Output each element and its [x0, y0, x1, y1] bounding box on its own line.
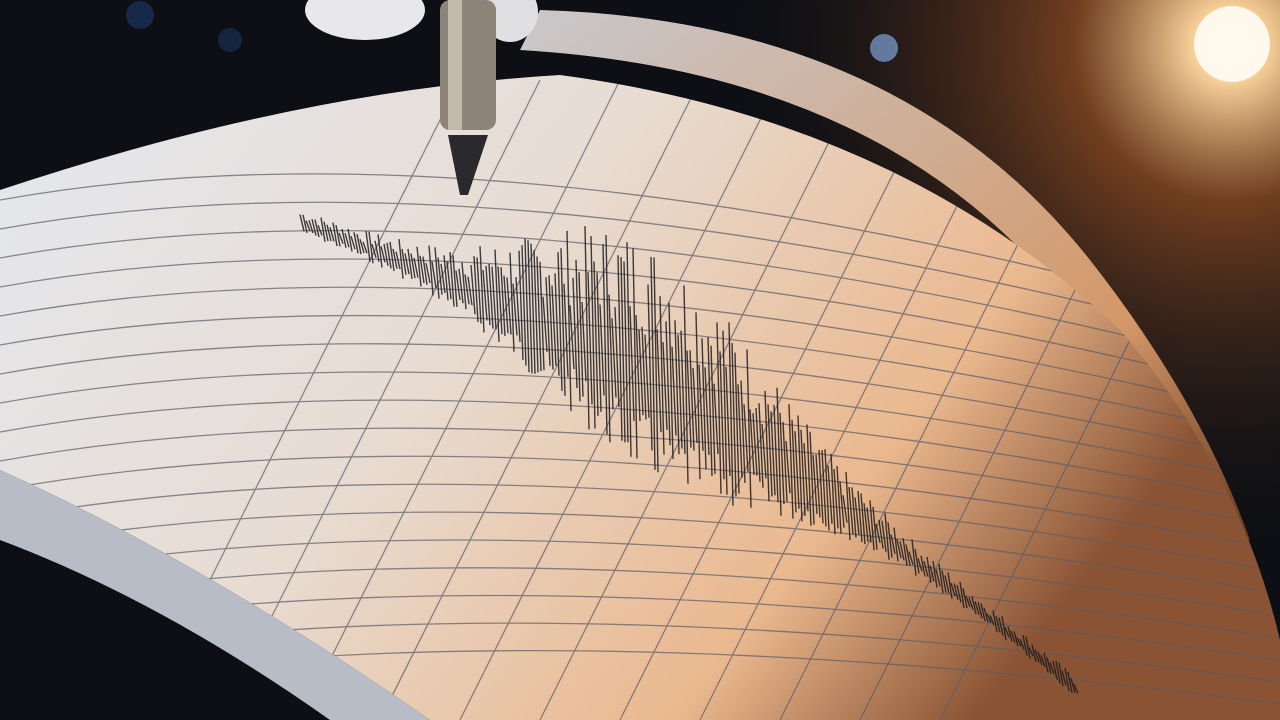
- grid-line: [0, 258, 1280, 397]
- chart-paper: [0, 75, 1280, 720]
- grid-line: [0, 483, 1280, 573]
- paper-roll: [520, 10, 1250, 560]
- grid-line: [379, 79, 701, 720]
- grid-line: [0, 286, 1280, 419]
- grid-line: [459, 79, 781, 720]
- seismic-trace: [299, 214, 1079, 694]
- grid-line: [0, 201, 1280, 353]
- grid-line: [219, 79, 541, 720]
- trace-line: [299, 214, 1079, 694]
- grid-line: [619, 79, 941, 720]
- pen-icon: [305, 0, 538, 195]
- grid-line: [0, 229, 1280, 375]
- light-flare-icon: [1194, 6, 1270, 82]
- paper-edge: [0, 470, 430, 720]
- grid-line: [299, 79, 621, 720]
- grid-line: [0, 427, 1280, 529]
- grid-line: [0, 399, 1280, 507]
- grid-line: [0, 511, 1280, 595]
- grid-line: [0, 455, 1280, 551]
- grid-line: [0, 314, 1280, 441]
